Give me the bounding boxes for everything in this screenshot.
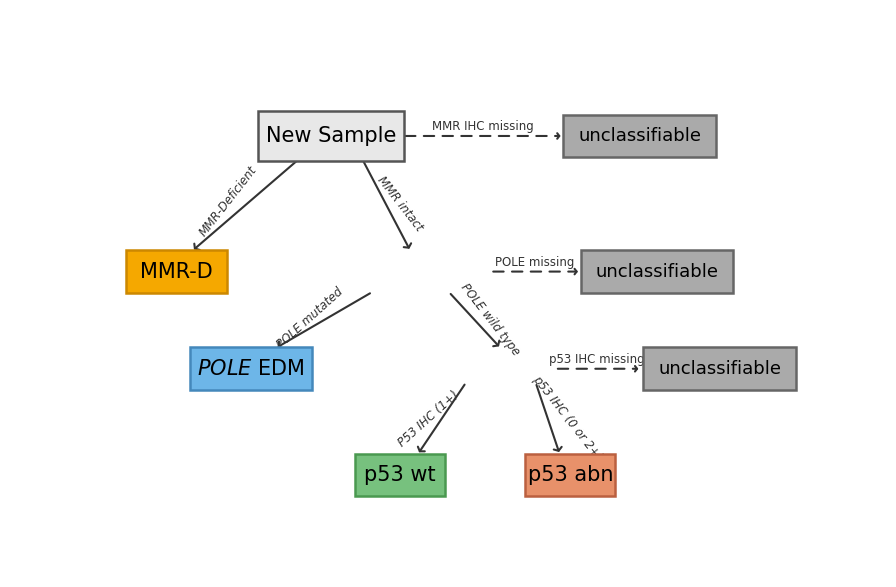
Text: POLE missing: POLE missing — [495, 256, 573, 269]
Text: $\mathit{POLE}$ EDM: $\mathit{POLE}$ EDM — [197, 359, 305, 379]
Text: POLE wild type: POLE wild type — [459, 281, 522, 359]
Text: P53 IHC (1+): P53 IHC (1+) — [396, 388, 461, 449]
FancyBboxPatch shape — [190, 348, 312, 390]
FancyBboxPatch shape — [564, 114, 716, 157]
Text: unclassifiable: unclassifiable — [658, 360, 781, 378]
FancyBboxPatch shape — [643, 348, 796, 390]
Text: MMR-D: MMR-D — [140, 262, 213, 282]
Text: unclassifiable: unclassifiable — [578, 127, 702, 145]
Text: New Sample: New Sample — [265, 126, 396, 146]
Text: p53 wt: p53 wt — [365, 465, 436, 485]
FancyBboxPatch shape — [355, 454, 445, 497]
Text: MMR-Deficient: MMR-Deficient — [196, 164, 259, 239]
FancyBboxPatch shape — [126, 250, 227, 293]
Text: POLE mutated: POLE mutated — [274, 285, 346, 351]
Text: MMR intact: MMR intact — [375, 174, 426, 234]
FancyBboxPatch shape — [525, 454, 616, 497]
Text: p53 IHC (0 or 2+): p53 IHC (0 or 2+) — [530, 373, 604, 464]
FancyBboxPatch shape — [258, 111, 404, 161]
Text: MMR IHC missing: MMR IHC missing — [432, 120, 534, 133]
FancyBboxPatch shape — [581, 250, 734, 293]
Text: p53 abn: p53 abn — [528, 465, 613, 485]
Text: unclassifiable: unclassifiable — [596, 262, 719, 281]
Text: p53 IHC missing: p53 IHC missing — [549, 353, 644, 366]
